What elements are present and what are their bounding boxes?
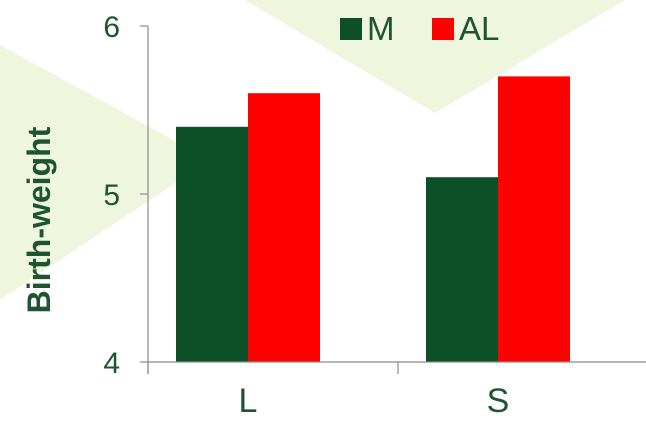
x-tick-label-s: S <box>487 382 510 420</box>
bar-m-s <box>426 177 498 362</box>
bar-al-l <box>248 93 320 362</box>
bg-triangle-left <box>0 45 210 300</box>
x-tick-label-l: L <box>239 382 258 420</box>
bar-m-l <box>176 126 248 362</box>
y-axis-label: Birth-weight <box>21 126 57 313</box>
legend-swatch-al <box>432 18 454 40</box>
axes-layer: L S 4 5 6 <box>103 11 646 420</box>
bar-al-s <box>498 76 570 363</box>
legend: M AL <box>340 10 499 47</box>
y-tick-label-6: 6 <box>103 11 120 44</box>
y-tick-label-5: 5 <box>103 179 120 212</box>
y-tick-label-4: 4 <box>103 347 120 380</box>
legend-label-al: AL <box>459 10 499 47</box>
legend-label-m: M <box>367 10 395 47</box>
bars-layer <box>176 76 570 363</box>
legend-swatch-m <box>340 18 362 40</box>
